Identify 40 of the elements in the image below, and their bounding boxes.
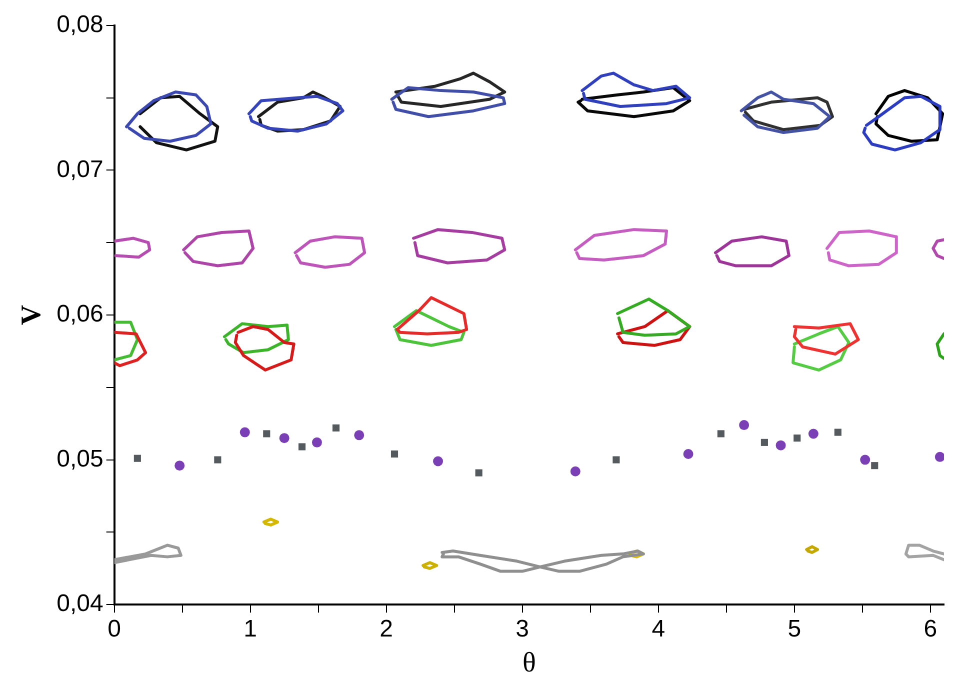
point [354,430,364,440]
x-tick-label: 1 [244,616,258,643]
point [174,460,185,471]
x-tick-label: 4 [652,616,666,643]
point [612,456,620,464]
point [808,428,818,439]
point [240,427,250,438]
y-axis-title: V [16,304,48,326]
x-tick-label: 6 [924,616,938,643]
x-tick-label: 0 [108,616,121,643]
point [934,452,944,462]
x-tick-label: 5 [788,616,802,643]
point [312,437,322,448]
point [570,466,580,476]
x-tick-label: 2 [380,616,394,643]
point [134,454,141,462]
point [860,454,870,465]
y-tick-label: 0,08 [56,11,104,38]
x-tick-label: 3 [516,616,530,643]
point [279,433,290,444]
y-tick-label: 0,04 [56,590,104,618]
point [298,443,306,450]
y-tick-label: 0,06 [56,300,104,328]
point [776,440,786,450]
point [332,424,340,432]
point [390,450,398,458]
y-tick-label: 0,07 [56,156,104,183]
point [433,456,444,466]
y-tick-label: 0,05 [56,445,104,472]
x-axis-title: θ [522,648,536,679]
point [214,456,222,464]
point [263,430,270,438]
point [683,449,694,460]
point [739,420,750,430]
point [871,462,878,470]
point [834,428,842,436]
point [794,434,801,442]
point [475,469,482,476]
point [717,430,724,438]
point [760,438,768,446]
